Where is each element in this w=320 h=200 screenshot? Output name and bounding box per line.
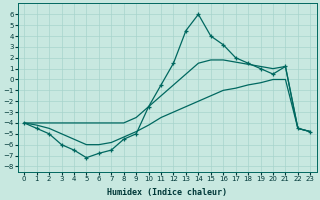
X-axis label: Humidex (Indice chaleur): Humidex (Indice chaleur) <box>107 188 227 197</box>
